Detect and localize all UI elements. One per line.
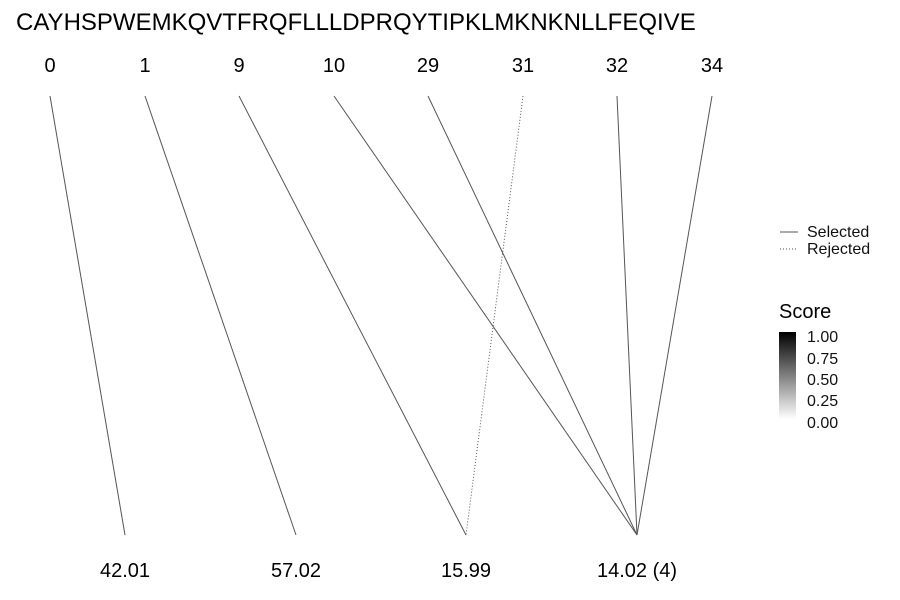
legend-rejected-label: Rejected xyxy=(807,241,870,258)
connection-line-6-selected xyxy=(616,95,638,536)
legend-score: Score 1.00 0.75 0.50 0.25 0.00 xyxy=(779,301,838,432)
legend-score-title: Score xyxy=(779,301,831,323)
bottom-labels: 42.01 57.02 15.99 14.02 (4) xyxy=(100,560,677,582)
top-label-0: 0 xyxy=(44,55,55,77)
top-label-1: 1 xyxy=(139,55,150,77)
connection-line-5-rejected xyxy=(465,95,524,536)
top-labels: 0 1 9 10 29 31 32 34 xyxy=(44,55,723,77)
bottom-label-2: 15.99 xyxy=(441,560,491,582)
bottom-label-0: 42.01 xyxy=(100,560,150,582)
top-label-5: 31 xyxy=(512,55,534,77)
connection-line-1-selected xyxy=(144,95,297,536)
score-colorbar xyxy=(779,332,796,419)
connection-line-3-selected xyxy=(333,95,638,536)
score-ticks: 1.00 0.75 0.50 0.25 0.00 xyxy=(807,329,838,432)
score-tick-4: 0.00 xyxy=(807,415,838,432)
connection-lines xyxy=(49,95,713,536)
top-label-4: 29 xyxy=(417,55,439,77)
score-tick-1: 0.75 xyxy=(807,351,838,368)
score-tick-2: 0.50 xyxy=(807,372,838,389)
connection-line-4-selected xyxy=(427,95,638,536)
score-tick-0: 1.00 xyxy=(807,329,838,346)
bottom-label-3: 14.02 (4) xyxy=(597,560,677,582)
connection-line-7-selected xyxy=(636,95,713,536)
legend-line-type: Selected Rejected xyxy=(780,224,870,258)
connection-line-2-selected xyxy=(238,95,467,536)
top-label-2: 9 xyxy=(233,55,244,77)
score-tick-3: 0.25 xyxy=(807,393,838,410)
bottom-label-1: 57.02 xyxy=(271,560,321,582)
connection-line-0-selected xyxy=(49,95,126,536)
legend-selected-label: Selected xyxy=(807,224,869,241)
top-label-6: 32 xyxy=(606,55,628,77)
top-label-3: 10 xyxy=(323,55,345,77)
sequence-text: CAYHSPWEMKQVTFRQFLLLDPRQYTIPKLMKNKNLLFEQ… xyxy=(16,9,696,36)
top-label-7: 34 xyxy=(701,55,723,77)
